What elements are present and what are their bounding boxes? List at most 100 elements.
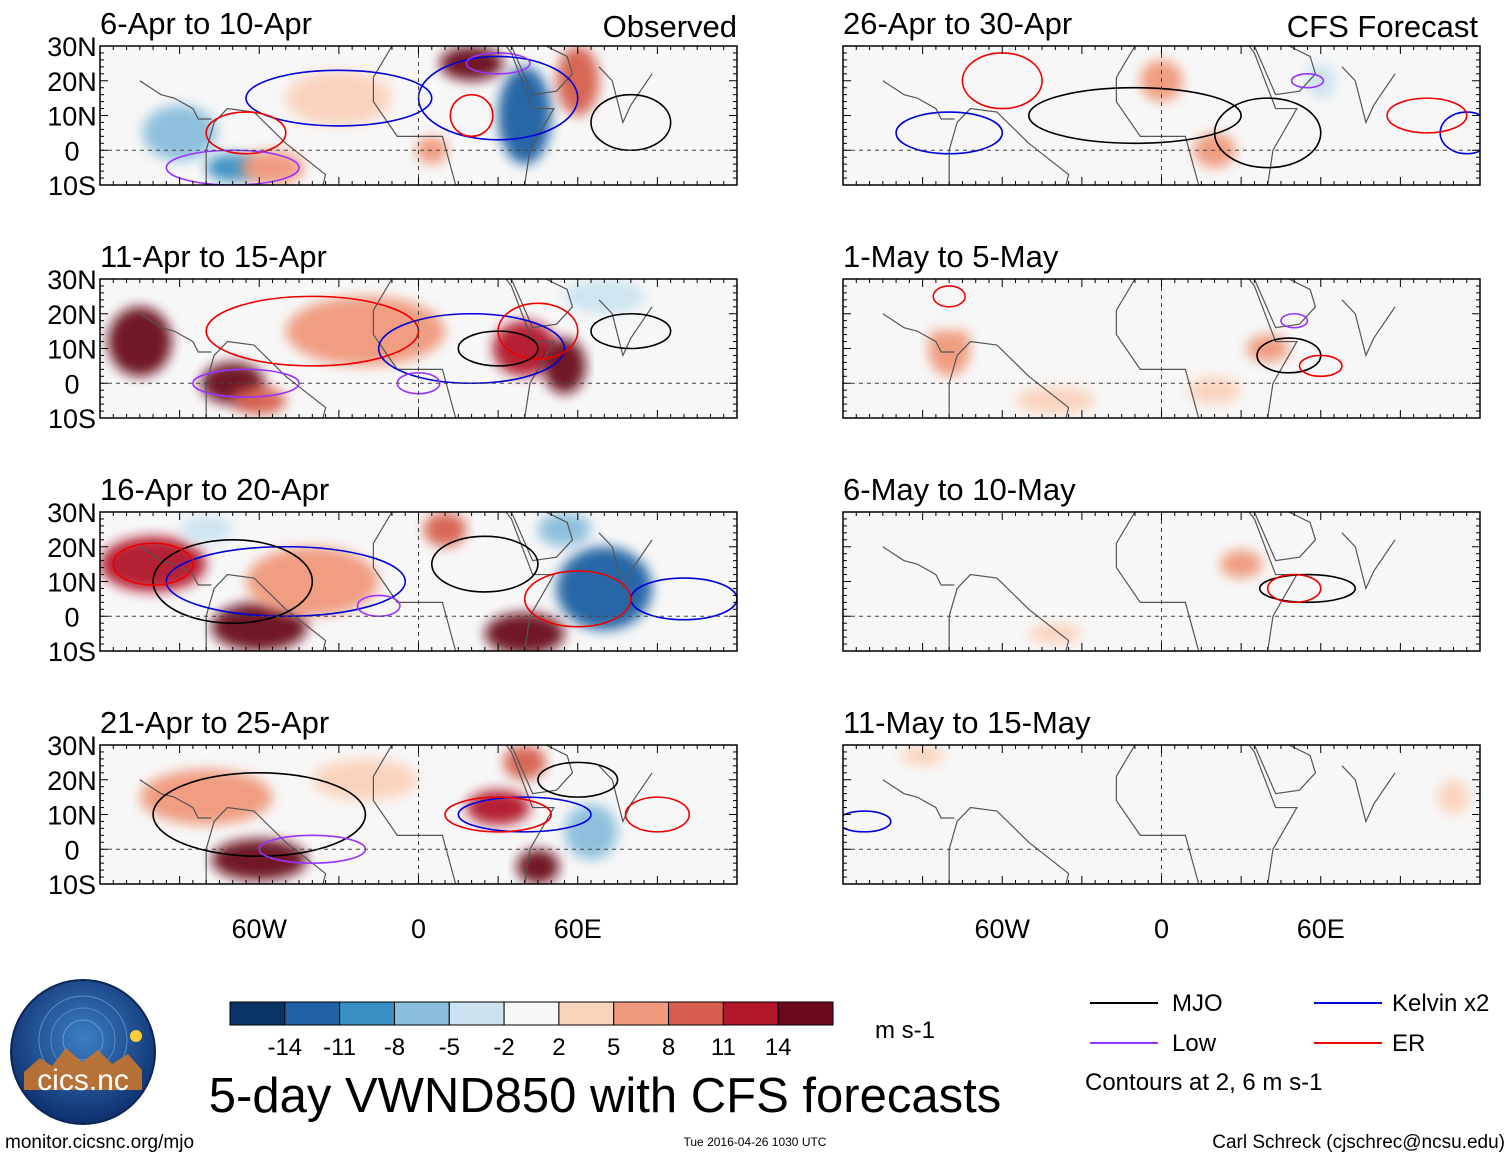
panel-fc-3: 6-May to 10-May — [842, 472, 1481, 652]
coastlines — [139, 512, 653, 651]
contour-kelvin-x2 — [245, 69, 433, 127]
lat-tick-label: 10S — [48, 171, 96, 201]
contour-low — [1280, 312, 1309, 329]
contour-mjo — [430, 535, 539, 593]
logo-text: cics.nc — [37, 1064, 129, 1097]
contour-mjo — [1258, 573, 1357, 604]
contours — [192, 295, 672, 398]
lat-tick-label: 30N — [47, 265, 97, 295]
contour-note: Contours at 2, 6 m s-1 — [1085, 1069, 1322, 1096]
anomaly-blob — [1015, 386, 1096, 415]
contour-low — [165, 149, 300, 185]
anomaly-blob — [466, 790, 530, 825]
lat-tick-label: 0 — [64, 369, 79, 399]
panel-title: 21-Apr to 25-Apr — [100, 705, 329, 740]
panel-title: 6-Apr to 10-Apr — [100, 6, 312, 41]
anomaly-blob — [896, 84, 950, 113]
anomaly-blob — [285, 296, 446, 366]
colorbar-tick-label: 2 — [552, 1034, 565, 1061]
panel-fc-2: 1-May to 5-May — [842, 239, 1481, 419]
lat-tick-label: 10N — [47, 335, 97, 365]
lat-tick-label: 10S — [48, 870, 96, 900]
contour-er — [1386, 97, 1468, 134]
lat-tick-label: 20N — [47, 67, 97, 97]
anomaly-blob — [1304, 63, 1337, 99]
colorbar-units: m s-1 — [875, 1017, 935, 1044]
coastlines — [139, 46, 653, 185]
contours — [843, 810, 892, 833]
lat-tick-label: 10N — [47, 568, 97, 598]
legend-label-mjo: MJO — [1172, 990, 1223, 1017]
lon-tick-label: 60E — [1297, 914, 1345, 944]
contours — [165, 52, 672, 185]
anomaly-blob — [1267, 814, 1321, 850]
anomaly-blob — [484, 612, 565, 651]
lat-tick-label: 30N — [47, 731, 97, 761]
contour-mjo — [1213, 97, 1322, 169]
anomaly-blob — [1028, 623, 1082, 645]
legend-label-er: ER — [1392, 1030, 1425, 1057]
contour-kelvin-x2 — [895, 111, 1004, 155]
anomaly-blob — [179, 515, 233, 544]
coastlines — [882, 279, 1396, 418]
contour-er — [449, 93, 494, 138]
contour-er — [932, 285, 966, 308]
lat-tick-label: 20N — [47, 533, 97, 563]
contour-er — [205, 111, 287, 155]
contour-kelvin-x2 — [843, 810, 892, 833]
anomaly-blob — [1437, 779, 1470, 815]
legend-label-low: Low — [1172, 1030, 1217, 1057]
lat-tick-label: 0 — [64, 602, 79, 632]
lat-tick-label: 0 — [64, 835, 79, 865]
legend-label-kelvin: Kelvin x2 — [1392, 990, 1489, 1017]
anomaly-blob — [492, 320, 557, 377]
anomaly-blob — [1437, 578, 1470, 620]
colorbar-tick-label: 8 — [662, 1034, 675, 1061]
lat-tick-label: 30N — [47, 498, 97, 528]
coastlines — [882, 512, 1396, 651]
sun-icon — [130, 1030, 142, 1042]
panel-title: 11-Apr to 15-Apr — [100, 239, 327, 274]
anomaly-blob — [556, 546, 653, 631]
lat-tick-label: 10N — [47, 102, 97, 132]
panel-title: 26-Apr to 30-Apr — [843, 6, 1072, 41]
anomaly-blob — [927, 320, 971, 377]
anomaly-blob — [439, 46, 504, 81]
anomaly-blob — [107, 306, 172, 377]
colorbar-tick-label: 14 — [765, 1034, 792, 1061]
column-label-cfs-forecast: CFS Forecast — [1287, 9, 1479, 44]
panel-background — [843, 512, 1480, 651]
contours — [932, 285, 1343, 378]
colorbar-swatch — [613, 1001, 670, 1026]
coastlines — [882, 46, 1396, 185]
contour-kelvin-x2 — [457, 796, 592, 833]
lon-tick-label: 60W — [231, 914, 287, 944]
lat-tick-label: 30N — [47, 32, 97, 62]
footer-timestamp: Tue 2016-04-26 1030 UTC — [684, 1135, 827, 1149]
column-label-observed: Observed — [603, 9, 737, 44]
lat-tick-label: 0 — [64, 136, 79, 166]
coastlines — [882, 745, 1396, 884]
colorbar-swatch — [339, 1001, 395, 1026]
colorbar: -14 -11 -8 -5 -2 2 5 8 11 14 — [229, 1001, 834, 1061]
contour-er — [444, 796, 553, 833]
footer-url: monitor.cicsnc.org/mjo — [5, 1132, 194, 1153]
lat-tick-label: 10N — [47, 801, 97, 831]
anomaly-blob — [139, 769, 273, 825]
colorbar-swatch — [284, 1001, 341, 1026]
panel-title: 1-May to 5-May — [843, 239, 1059, 274]
colorbar-swatch — [668, 1001, 724, 1026]
colorbar-tick-label: -5 — [439, 1034, 460, 1061]
contour-low — [356, 594, 401, 618]
colorbar-tick-label: -2 — [493, 1034, 514, 1061]
contour-er — [1266, 573, 1322, 604]
anomaly-blob — [564, 279, 645, 314]
anomaly-blob — [901, 745, 944, 766]
colorbar-tick-label: -11 — [323, 1034, 356, 1061]
lat-tick-label: 20N — [47, 300, 97, 330]
anomaly-blob — [240, 150, 305, 185]
panel-background — [843, 745, 1480, 884]
